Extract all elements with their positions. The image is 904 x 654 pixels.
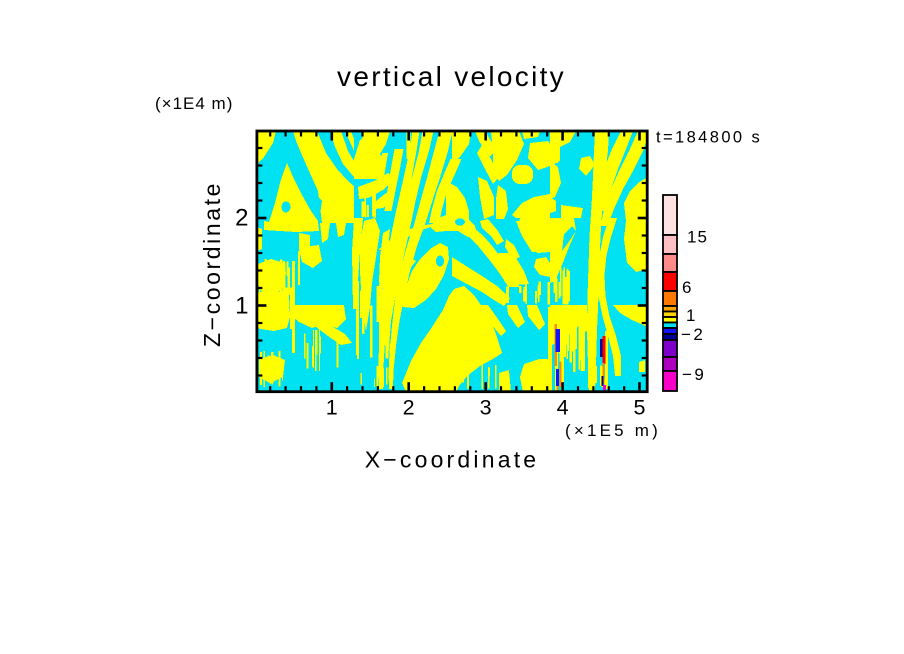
svg-text:6: 6 — [682, 278, 692, 297]
svg-text:15: 15 — [687, 228, 708, 247]
svg-text:(×1E5 m): (×1E5 m) — [565, 421, 661, 440]
svg-text:2: 2 — [403, 396, 415, 420]
svg-text:3: 3 — [480, 396, 492, 420]
svg-text:2: 2 — [235, 205, 248, 232]
svg-text:Z−coordinate: Z−coordinate — [199, 181, 225, 347]
svg-text:X−coordinate: X−coordinate — [365, 447, 540, 473]
svg-text:vertical velocity: vertical velocity — [337, 61, 566, 92]
svg-text:5: 5 — [634, 396, 646, 420]
svg-text:(×1E4 m): (×1E4 m) — [155, 94, 233, 113]
svg-text:1: 1 — [235, 293, 248, 320]
svg-text:t=184800 s: t=184800 s — [656, 129, 762, 147]
svg-text:1: 1 — [326, 396, 338, 420]
svg-text:−9: −9 — [682, 365, 706, 384]
svg-text:−2: −2 — [681, 325, 705, 344]
svg-text:4: 4 — [557, 396, 569, 420]
svg-text:1: 1 — [686, 306, 696, 325]
